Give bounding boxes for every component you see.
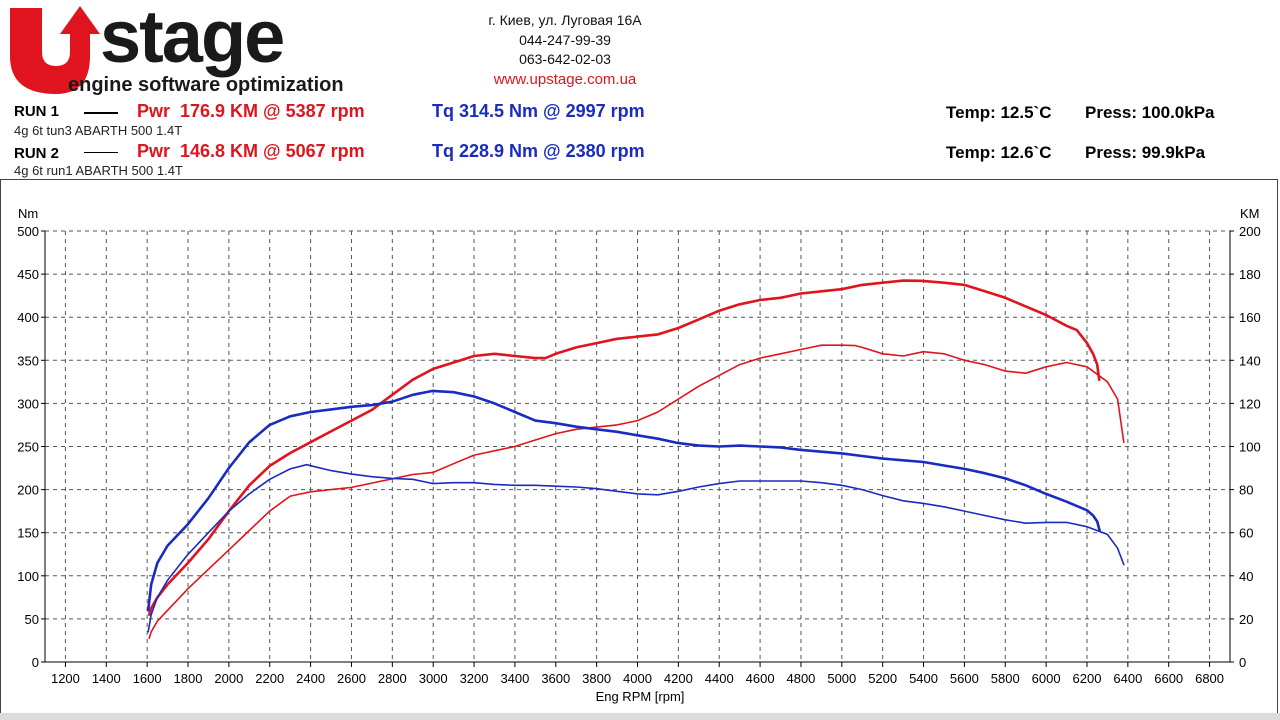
run1-line-swatch (84, 112, 118, 114)
y-left-tick-label-2: 100 (17, 569, 39, 584)
x-tick-label-2: 1600 (133, 671, 162, 686)
contact-website[interactable]: www.upstage.com.ua (493, 71, 637, 88)
y-left-tick-label-9: 450 (17, 267, 39, 282)
x-tick-label-12: 3600 (541, 671, 570, 686)
y-axis-left-label: Nm (18, 206, 38, 221)
chart-grid (45, 230, 1230, 662)
dyno-chart: 1200 1400 1600 1800 2000 2200 2400 2600 2800 3000… (17, 206, 1260, 704)
x-tick-label-0: 1200 (51, 671, 80, 686)
x-tick-label-17: 4600 (746, 671, 775, 686)
x-tick-label-8: 2800 (378, 671, 407, 686)
y-left-tick-label-7: 350 (17, 353, 39, 368)
x-tick-label-15: 4200 (664, 671, 693, 686)
x-tick-label-10: 3200 (460, 671, 489, 686)
series-line-0 (147, 279, 1101, 616)
run1-label: RUN 1 (14, 103, 60, 120)
y-right-tick-label-10: 200 (1239, 224, 1261, 239)
x-tick-label-14: 4000 (623, 671, 652, 686)
x-tick-label-5: 2200 (255, 671, 284, 686)
run2-line-swatch (84, 152, 118, 153)
x-tick-label-16: 4400 (705, 671, 734, 686)
y-right-tick-label-9: 180 (1239, 267, 1261, 282)
logo-wordmark: stage (100, 0, 283, 78)
y-left-tick-label-1: 50 (25, 612, 39, 627)
x-tick-label-21: 5400 (909, 671, 938, 686)
x-tick-label-1: 1400 (92, 671, 121, 686)
x-tick-label-11: 3400 (500, 671, 529, 686)
x-tick-label-23: 5800 (991, 671, 1020, 686)
series-line-1 (148, 344, 1125, 640)
y-left-tick-label-10: 500 (17, 224, 39, 239)
x-tick-label-19: 5000 (827, 671, 856, 686)
y-right-tick-label-3: 60 (1239, 526, 1253, 541)
x-tick-label-28: 6800 (1195, 671, 1224, 686)
x-tick-label-7: 2600 (337, 671, 366, 686)
y-left-tick-label-6: 300 (17, 396, 39, 411)
x-tick-label-27: 6600 (1154, 671, 1183, 686)
y-right-tick-label-8: 160 (1239, 310, 1261, 325)
status-strip (0, 713, 1280, 720)
y-axis-right-label: KM (1240, 206, 1260, 221)
y-left-tick-label-4: 200 (17, 483, 39, 498)
logo-u-mark (10, 6, 100, 94)
run1-description: 4g 6t tun3 ABARTH 500 1.4T (14, 123, 183, 138)
x-tick-label-22: 5600 (950, 671, 979, 686)
x-axis-label: Eng RPM [rpm] (596, 689, 685, 704)
y-right-tick-label-4: 80 (1239, 483, 1253, 498)
run1-temp: Temp: 12.5`C (946, 103, 1052, 122)
run2-description: 4g 6t run1 ABARTH 500 1.4T (14, 163, 183, 178)
x-tick-label-6: 2400 (296, 671, 325, 686)
y-right-tick-label-5: 100 (1239, 440, 1261, 455)
x-tick-label-25: 6200 (1073, 671, 1102, 686)
y-right-tick-label-6: 120 (1239, 396, 1261, 411)
y-left-tick-label-3: 150 (17, 526, 39, 541)
y-left-tick-label-5: 250 (17, 440, 39, 455)
contact-address: г. Киев, ул. Луговая 16А (488, 12, 642, 28)
y-right-tick-label-7: 140 (1239, 353, 1261, 368)
upstage-logo: stage engine software optimization (10, 0, 344, 96)
x-tick-label-13: 3800 (582, 671, 611, 686)
series-line-2 (146, 389, 1101, 612)
x-tick-label-3: 1800 (174, 671, 203, 686)
y-right-tick-label-2: 40 (1239, 569, 1253, 584)
run1-press: Press: 100.0kPa (1085, 103, 1215, 122)
x-tick-label-20: 5200 (868, 671, 897, 686)
series-line-3 (147, 463, 1125, 633)
contact-phone-2: 063-642-02-03 (519, 51, 611, 67)
run1-power: Pwr 176.9 KM @ 5387 rpm (137, 101, 365, 121)
run2-press: Press: 99.9kPa (1085, 143, 1206, 162)
run1-torque: Tq 314.5 Nm @ 2997 rpm (432, 101, 645, 121)
contact-phone-1: 044-247-99-39 (519, 32, 611, 48)
x-tick-label-24: 6000 (1032, 671, 1061, 686)
y-right-tick-label-1: 20 (1239, 612, 1253, 627)
y-left-tick-label-0: 0 (32, 655, 39, 670)
run2-torque: Tq 228.9 Nm @ 2380 rpm (432, 141, 645, 161)
run2-temp: Temp: 12.6`C (946, 143, 1052, 162)
run2-label: RUN 2 (14, 145, 60, 162)
chart-ticks: 1200 1400 1600 1800 2000 2200 2400 2600 2800 3000… (17, 224, 1260, 686)
x-tick-label-9: 3000 (419, 671, 448, 686)
chart-series (146, 279, 1125, 640)
x-tick-label-4: 2000 (214, 671, 243, 686)
run2-power: Pwr 146.8 KM @ 5067 rpm (137, 141, 365, 161)
y-right-tick-label-0: 0 (1239, 655, 1246, 670)
x-tick-label-26: 6400 (1113, 671, 1142, 686)
y-left-tick-label-8: 400 (17, 310, 39, 325)
x-tick-label-18: 4800 (786, 671, 815, 686)
logo-tagline: engine software optimization (68, 74, 344, 96)
